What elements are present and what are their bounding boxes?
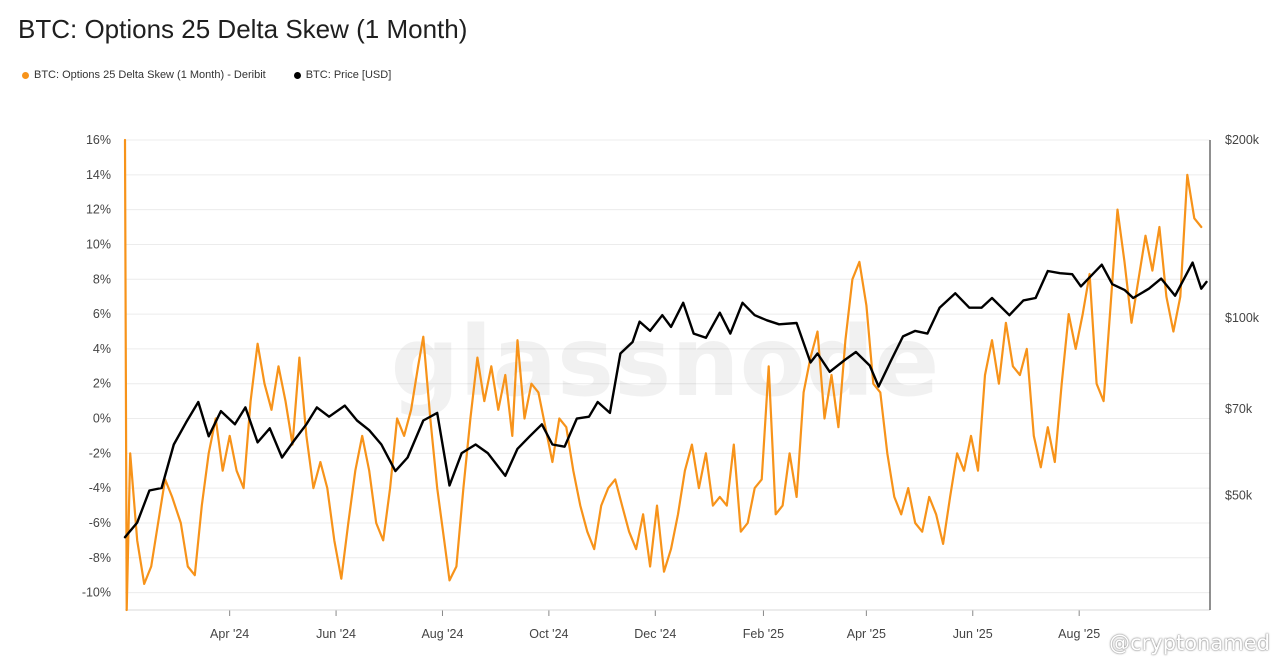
y-right-tick-label: $200k xyxy=(1225,133,1260,147)
legend-swatch-skew xyxy=(22,71,29,79)
legend: BTC: Options 25 Delta Skew (1 Month) - D… xyxy=(22,69,391,81)
y-left-tick-label: -6% xyxy=(89,516,111,530)
legend-item-skew[interactable]: BTC: Options 25 Delta Skew (1 Month) - D… xyxy=(22,69,266,81)
y-left-tick-label: -8% xyxy=(89,551,111,565)
y-left-tick-label: 6% xyxy=(93,307,111,321)
y-left-tick-label: 10% xyxy=(86,237,111,251)
x-tick-label: Apr '25 xyxy=(847,627,886,641)
credit-watermark: @cryptonamed xyxy=(1109,631,1270,655)
x-tick-label: Oct '24 xyxy=(529,627,568,641)
x-tick-label: Aug '24 xyxy=(421,627,463,641)
y-left-tick-label: 2% xyxy=(93,377,111,391)
y-left-tick-label: 12% xyxy=(86,203,111,217)
axes xyxy=(125,140,1211,616)
legend-item-price[interactable]: BTC: Price [USD] xyxy=(293,69,392,81)
series-line-price xyxy=(123,261,1208,539)
y-right-tick-label: $70k xyxy=(1225,402,1253,416)
chart-title: BTC: Options 25 Delta Skew (1 Month) xyxy=(18,14,468,44)
x-tick-label: Jun '25 xyxy=(953,627,993,641)
x-tick-label: Feb '25 xyxy=(743,627,784,641)
y-left-tick-label: 0% xyxy=(93,412,111,426)
y-left-tick-label: -4% xyxy=(89,481,111,495)
x-tick-label: Dec '24 xyxy=(634,627,676,641)
legend-label-price: BTC: Price [USD] xyxy=(305,69,392,81)
y-right-tick-label: $50k xyxy=(1225,489,1253,503)
tick-labels: 16% 14% 12% 10% 8% 6% 4% 2% 0% -2% -4% -6% -8% -10% $2… xyxy=(82,133,1260,641)
x-tick-label: Jun '24 xyxy=(316,627,356,641)
legend-swatch-price xyxy=(293,71,301,79)
y-left-tick-label: 16% xyxy=(86,133,111,147)
y-right-tick-label: $100k xyxy=(1225,311,1260,325)
x-tick-label: Aug '25 xyxy=(1058,627,1100,641)
series-layer xyxy=(123,138,1208,612)
y-left-tick-label: -2% xyxy=(89,446,111,460)
y-left-tick-label: 8% xyxy=(93,272,111,286)
legend-label-skew: BTC: Options 25 Delta Skew (1 Month) - D… xyxy=(34,69,266,81)
y-left-tick-label: 14% xyxy=(86,168,111,182)
grid-lines xyxy=(125,139,1210,594)
y-left-tick-label: 4% xyxy=(93,342,111,356)
series-line-skew xyxy=(123,138,1203,612)
y-left-tick-label: -10% xyxy=(82,586,111,600)
x-tick-label: Apr '24 xyxy=(210,627,249,641)
